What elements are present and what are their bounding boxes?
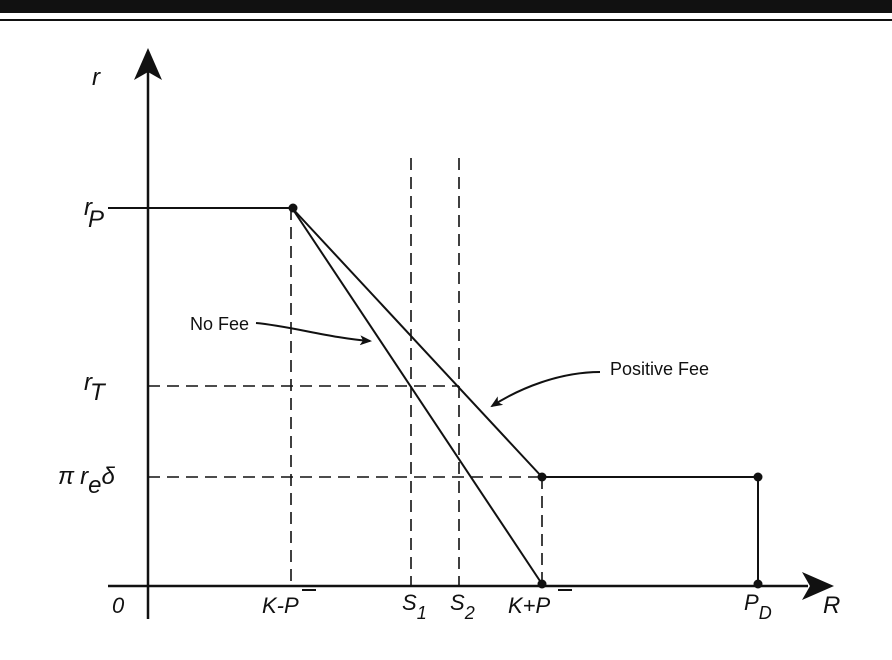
s2-label: S2 [450,590,475,623]
positive-fee-annotation: Positive Fee [610,359,709,379]
kink-point-k-plus-bottom [537,579,547,589]
y-axis-arrowhead [134,48,162,80]
positive-fee-arrow [490,371,601,408]
pd-label: PD [744,590,772,623]
header-thick-bar [0,0,892,13]
k-minus-p-label: K-P [262,593,299,618]
k-plus-p-label: K+P [508,593,551,618]
x-axis-label: R [823,592,840,619]
header-thin-bar [0,19,892,21]
no-fee-line [291,207,543,585]
pd-point-bottom [753,579,763,589]
no-fee-annotation: No Fee [190,314,249,334]
rp-label: rP [84,194,104,233]
rt-label: rT [84,369,107,406]
pi-re-delta-label: π reδ [58,463,115,499]
x-axis-arrowhead [802,572,834,600]
kink-point-k-minus [288,203,298,213]
positive-fee-line [291,207,543,478]
origin-label: 0 [112,593,125,618]
pd-point-top [753,472,763,482]
y-axis-label: r [92,64,101,91]
s1-label: S1 [402,590,427,623]
kink-point-k-plus-top [537,472,547,482]
no-fee-arrow [255,322,372,346]
